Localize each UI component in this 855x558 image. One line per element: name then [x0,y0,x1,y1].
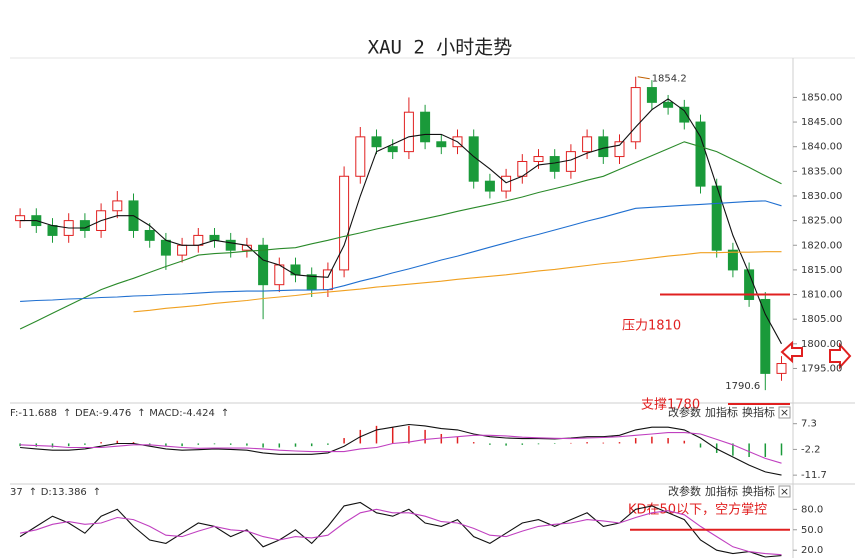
candle-body [630,87,641,143]
high-pointer [637,76,650,80]
candle-body [565,151,576,172]
y-tick-label: 1810.00 [801,290,842,301]
candle-body [679,106,690,123]
y-tick-label: -11.7 [801,470,827,481]
y-tick-label: 1850.00 [801,92,842,103]
candle-body [144,229,155,241]
high-label: 1854.2 [652,74,687,85]
legend-arrow: ↑ [63,408,71,419]
candle-body [355,136,366,177]
candle-body [598,136,609,158]
toolbar-button[interactable]: 改参数 [668,484,701,498]
indicator-line [19,141,782,330]
legend-entry: 37 [10,487,23,498]
candle-body [79,220,90,231]
candle-body [306,274,317,291]
y-tick-label: 1845.00 [801,117,842,128]
close-button[interactable]: × [780,485,789,498]
candle-body [403,111,414,153]
y-tick-label: 1795.00 [801,363,842,374]
candle-body [112,200,123,212]
close-box[interactable] [778,406,791,419]
indicator-line [20,98,782,345]
legend-entry: D:13.386 [41,487,87,498]
y-tick-label: 1820.00 [801,240,842,251]
legend-entry: MACD:-4.424 [149,408,215,419]
legend-arrow: ↑ [221,408,229,419]
y-tick-label: 1840.00 [801,142,842,153]
candle-body [209,234,220,241]
candle-body [420,111,431,143]
candle-body [549,156,560,172]
toolbar-button[interactable]: 加指标 [705,405,738,419]
toolbar-button[interactable]: 换指标 [742,405,775,419]
candle-body [646,87,657,103]
resistance-note: 压力1810 [622,319,681,334]
candle-body [533,156,544,162]
y-tick-label: 7.3 [801,419,817,430]
candle-body [225,239,236,251]
y-tick-label: 1800.00 [801,339,842,350]
candle-body [47,225,58,236]
candle-body [258,244,269,286]
candle-body [614,141,625,158]
toolbar-button[interactable]: 改参数 [668,405,701,419]
y-tick-label: 50.0 [801,525,823,536]
candle-body [436,141,447,148]
candle-body [160,239,171,256]
candle-body [274,264,285,286]
y-tick-label: -2.2 [801,444,821,455]
low-label: 1790.6 [725,381,760,392]
toolbar-button[interactable]: 加指标 [705,484,738,498]
legend-entry: DEA:-9.476 [75,408,131,419]
candle-body [727,249,738,271]
y-tick-label: 1825.00 [801,216,842,227]
kd-note: KD在50以下，空方掌控 [628,502,767,518]
candle-body [322,269,333,291]
support-note: 支撑1780 [641,398,700,413]
indicator-line [19,508,782,556]
candle-body [695,121,706,187]
candle-body [15,215,26,222]
legend-entry: F:-11.688 [10,408,57,419]
candle-body [484,180,495,192]
candle-body [760,298,771,374]
legend-arrow: ↑ [137,408,145,419]
arrow-icon [829,342,852,370]
candle-body [468,136,479,182]
candle-body [177,244,188,256]
candle-body [582,136,593,153]
candle-body [387,146,398,153]
toolbar-button[interactable]: 换指标 [742,484,775,498]
y-tick-label: 1835.00 [801,166,842,177]
y-tick-label: 1805.00 [801,314,842,325]
y-tick-label: 1830.00 [801,191,842,202]
candle-body [339,175,350,271]
indicator-line [20,200,782,302]
arrow-icon [780,340,803,364]
candle-body [501,175,512,192]
legend-arrow: ↑ [93,487,101,498]
y-tick-label: 80.0 [801,504,823,515]
chart-title: XAU 2 小时走势 [368,37,513,59]
candle-body [663,101,674,108]
legend-arrow: ↑ [29,487,37,498]
y-tick-label: 20.0 [801,545,823,556]
candle-body [776,363,787,374]
close-box[interactable] [778,485,791,498]
y-tick-label: 1815.00 [801,265,842,276]
indicator-line [20,432,782,464]
indicator-line [133,251,782,313]
close-button[interactable]: × [780,406,789,419]
indicator-line [20,423,782,476]
candle-body [371,136,382,148]
